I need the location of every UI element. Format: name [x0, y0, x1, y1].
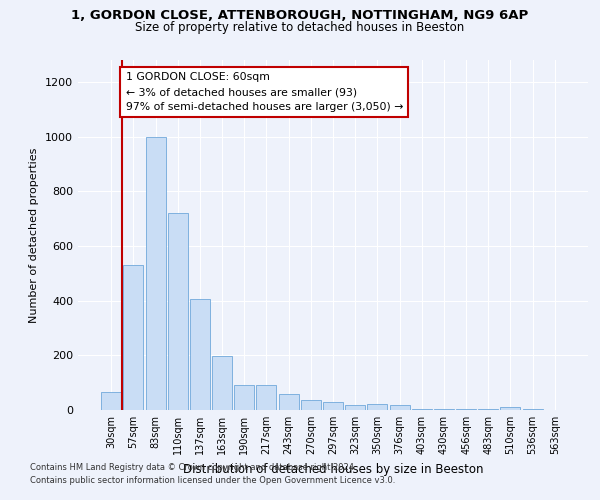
Bar — [256, 386, 277, 410]
Bar — [234, 386, 254, 410]
X-axis label: Distribution of detached houses by size in Beeston: Distribution of detached houses by size … — [183, 462, 483, 475]
Text: 1, GORDON CLOSE, ATTENBOROUGH, NOTTINGHAM, NG9 6AP: 1, GORDON CLOSE, ATTENBOROUGH, NOTTINGHA… — [71, 9, 529, 22]
Bar — [456, 408, 476, 410]
Bar — [212, 356, 232, 410]
Bar — [101, 392, 121, 410]
Text: 1 GORDON CLOSE: 60sqm
← 3% of detached houses are smaller (93)
97% of semi-detac: 1 GORDON CLOSE: 60sqm ← 3% of detached h… — [125, 72, 403, 112]
Bar — [389, 404, 410, 410]
Bar — [523, 408, 542, 410]
Bar — [190, 300, 210, 410]
Bar — [168, 213, 188, 410]
Bar — [434, 408, 454, 410]
Bar — [500, 406, 520, 410]
Text: Size of property relative to detached houses in Beeston: Size of property relative to detached ho… — [136, 21, 464, 34]
Bar — [278, 394, 299, 410]
Text: Contains HM Land Registry data © Crown copyright and database right 2024.: Contains HM Land Registry data © Crown c… — [30, 464, 356, 472]
Bar — [146, 136, 166, 410]
Bar — [301, 400, 321, 410]
Bar — [478, 408, 498, 410]
Bar — [323, 402, 343, 410]
Bar — [367, 404, 388, 410]
Bar — [345, 406, 365, 410]
Text: Contains public sector information licensed under the Open Government Licence v3: Contains public sector information licen… — [30, 476, 395, 485]
Bar — [412, 408, 432, 410]
Y-axis label: Number of detached properties: Number of detached properties — [29, 148, 40, 322]
Bar — [124, 265, 143, 410]
